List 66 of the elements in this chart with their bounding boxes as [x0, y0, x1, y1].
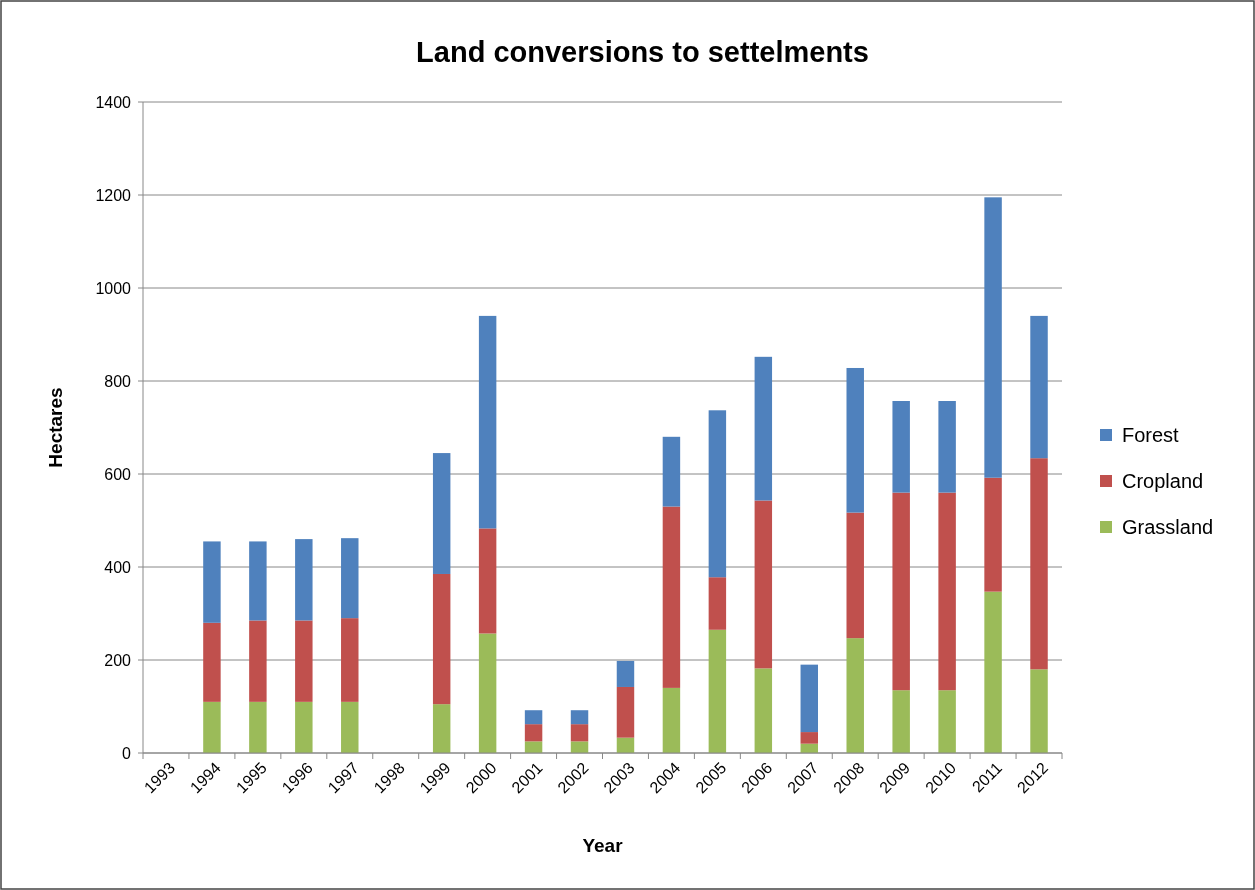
bar	[1030, 315, 1048, 459]
bar	[524, 724, 543, 742]
bar	[708, 629, 727, 753]
y-tick-label: 600	[104, 465, 132, 483]
bar	[616, 660, 635, 687]
bar	[249, 701, 267, 753]
y-tick-label: 1000	[95, 279, 132, 297]
bar	[478, 315, 497, 529]
bar	[662, 436, 681, 507]
y-tick-label: 400	[104, 558, 132, 576]
bar	[249, 541, 267, 621]
bar	[984, 591, 1002, 753]
x-axis-title: Year	[582, 835, 624, 856]
bar	[295, 539, 313, 621]
legend-label: Forest	[1122, 424, 1180, 446]
bar	[892, 492, 910, 691]
bar	[570, 741, 589, 753]
chart-title: Land conversions to settelments	[416, 36, 869, 68]
bar	[754, 500, 773, 669]
y-tick-label: 200	[104, 651, 132, 669]
bar	[892, 690, 910, 753]
bar	[432, 573, 451, 705]
bar	[846, 512, 864, 639]
bar	[662, 687, 681, 753]
bar	[341, 538, 359, 619]
y-tick-label: 800	[104, 372, 132, 390]
bar	[295, 620, 313, 702]
y-tick-label: 0	[122, 744, 132, 762]
legend-label: Cropland	[1122, 470, 1204, 492]
bar	[203, 701, 221, 753]
bar	[938, 690, 956, 753]
bar	[524, 741, 543, 753]
bar	[846, 367, 864, 513]
bar	[800, 664, 819, 733]
bar	[295, 701, 313, 753]
legend-label: Grassland	[1122, 516, 1214, 538]
bar	[341, 701, 359, 753]
bar	[984, 477, 1002, 592]
bar	[203, 622, 221, 702]
bar	[478, 633, 497, 753]
y-tick-label: 1400	[95, 93, 132, 111]
bar	[846, 638, 864, 753]
bar	[616, 686, 635, 738]
bar	[570, 724, 589, 742]
bar	[754, 356, 773, 501]
bar	[984, 197, 1002, 478]
bar	[1030, 458, 1048, 670]
bar	[478, 528, 497, 634]
bar	[432, 453, 451, 574]
bar	[432, 704, 451, 753]
bar	[708, 410, 727, 578]
bar	[708, 577, 727, 630]
bar	[570, 710, 589, 725]
bar	[800, 732, 819, 744]
bar	[1030, 669, 1048, 753]
bar	[754, 668, 773, 753]
y-tick-label: 1200	[95, 186, 132, 204]
y-axis-title: Hectares	[45, 387, 66, 468]
bar	[662, 506, 681, 688]
bar	[341, 618, 359, 702]
bar	[524, 710, 543, 725]
bar	[892, 401, 910, 493]
bar	[938, 401, 956, 493]
bar	[938, 492, 956, 691]
bar	[249, 620, 267, 702]
bar	[203, 541, 221, 623]
